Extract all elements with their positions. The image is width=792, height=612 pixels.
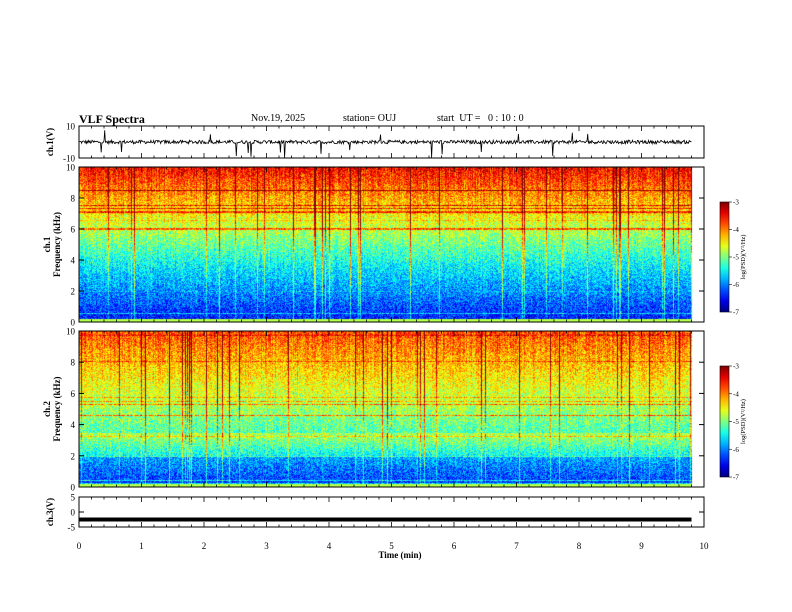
y-axis-label-line: ch.1 (42, 236, 52, 252)
x-tick-label: 8 (577, 541, 582, 551)
y-tick-label: 8 (71, 194, 76, 204)
y-axis-label: ch.1(V) (45, 128, 55, 156)
x-tick-label: 9 (639, 541, 644, 551)
y-tick-label: 0 (71, 318, 76, 328)
ch1-waveform-trace (79, 130, 692, 158)
ch1-spectrogram-image (79, 167, 704, 322)
colorbar-label: log(PSD)(V²/Hz) (740, 399, 747, 444)
y-tick-label: 10 (66, 122, 76, 132)
colorbar-tick-label: -4 (733, 390, 739, 398)
y-tick-label: 10 (66, 163, 76, 173)
colorbar-tick-label: -3 (733, 199, 739, 207)
ch2-spectrogram-image (79, 331, 704, 487)
y-tick-label: 8 (71, 358, 76, 368)
x-tick-label: 0 (77, 541, 82, 551)
colorbar-tick-label: -5 (733, 254, 739, 262)
y-tick-label: 6 (71, 389, 76, 399)
x-tick-label: 10 (700, 541, 710, 551)
y-tick-label: 0 (71, 483, 76, 493)
x-tick-label: 1 (139, 541, 144, 551)
x-tick-label: 5 (389, 541, 394, 551)
start-time-label: start UT = 0 : 10 : 0 (437, 113, 524, 124)
x-tick-label: 7 (514, 541, 519, 551)
y-tick-label: 4 (71, 256, 76, 266)
x-tick-label: 3 (264, 541, 269, 551)
y-axis-label-line: Frequency (kHz) (52, 212, 62, 277)
colorbar-tick-label: -7 (733, 309, 739, 317)
y-axis-label: ch.1 Frequency (kHz) (42, 212, 62, 277)
colorbar-tick-label: -6 (733, 281, 739, 289)
colorbar-tick-label: -7 (733, 474, 739, 482)
y-axis-label-line: ch.2 (42, 401, 52, 417)
y-tick-label: 4 (71, 420, 76, 430)
y-axis-label-line: Frequency (kHz) (52, 376, 62, 441)
colorbar-2 (719, 365, 730, 478)
colorbar-tick-label: -5 (733, 418, 739, 426)
x-tick-label: 4 (327, 541, 332, 551)
y-axis-label-line: ch.3(V) (45, 498, 55, 526)
y-axis-label-line: ch.1(V) (45, 128, 55, 156)
date-label: Nov.19, 2025 (251, 113, 306, 124)
plot-title: VLF Spectra (79, 112, 145, 126)
y-tick-label: -10 (63, 154, 75, 164)
y-axis-label: ch.2 Frequency (kHz) (42, 376, 62, 441)
x-axis-label: Time (min) (378, 550, 421, 560)
y-tick-label: 0 (71, 508, 76, 518)
station-label: station= OUJ (343, 113, 397, 124)
colorbar-tick-label: -6 (733, 446, 739, 454)
x-tick-label: 2 (202, 541, 207, 551)
colorbar-tick-label: -4 (733, 226, 739, 234)
colorbar-label-text: log(PSD)(V²/Hz) (740, 399, 747, 444)
colorbar-1 (719, 201, 730, 313)
y-tick-label: -5 (68, 523, 76, 533)
y-tick-label: 2 (71, 287, 76, 297)
y-axis-label: ch.3(V) (45, 498, 55, 526)
x-tick-label: 6 (452, 541, 457, 551)
colorbar-label: log(PSD)(V²/Hz) (740, 235, 747, 280)
y-tick-label: 5 (71, 493, 76, 503)
colorbar-label-text: log(PSD)(V²/Hz) (740, 235, 747, 280)
y-tick-label: 10 (66, 327, 76, 337)
y-tick-label: 2 (71, 451, 76, 461)
colorbar-tick-label: -3 (733, 363, 739, 371)
y-tick-label: 6 (71, 225, 76, 235)
